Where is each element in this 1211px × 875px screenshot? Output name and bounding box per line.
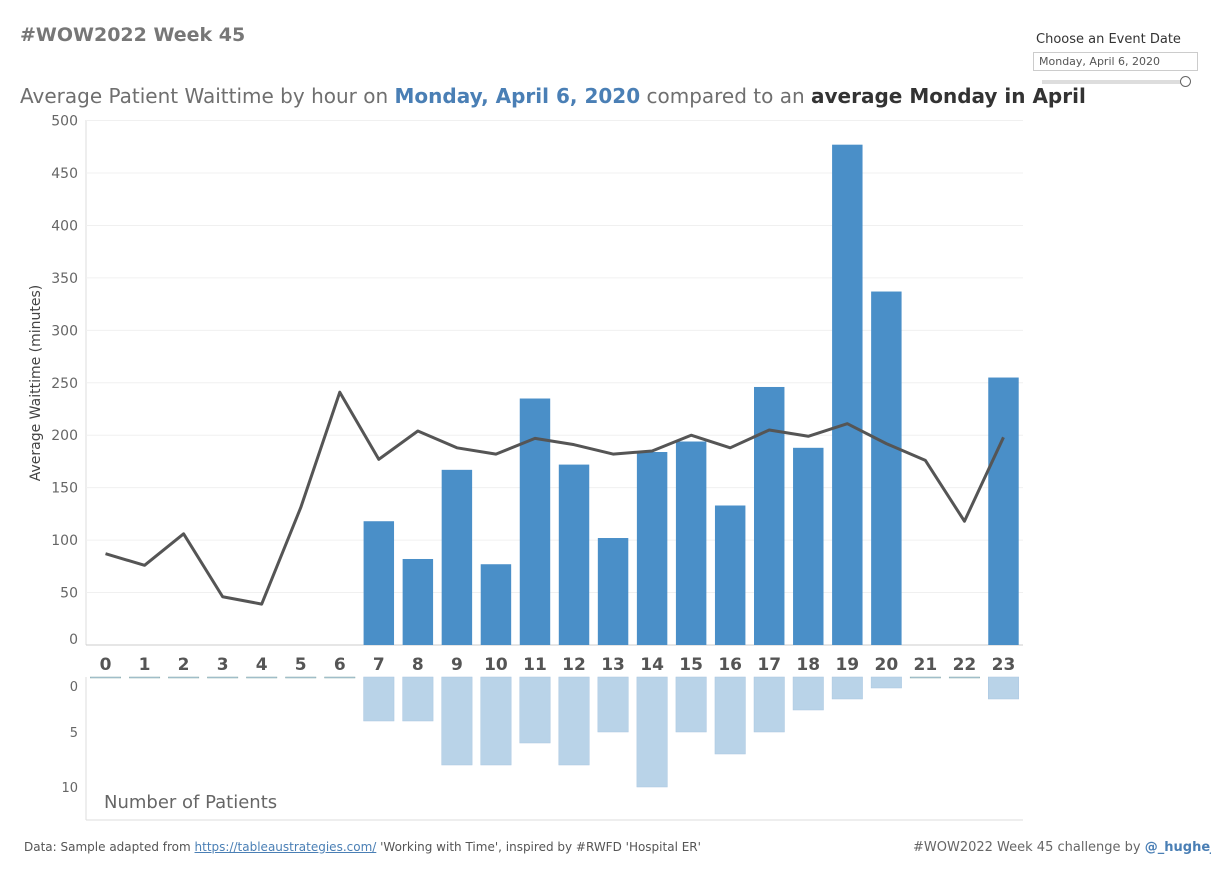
hour-label: 8 (412, 655, 424, 675)
patients-bar (870, 676, 902, 689)
patients-bar (324, 676, 356, 679)
waittime-bar (480, 564, 512, 645)
hour-label: 18 (796, 655, 820, 675)
waittime-bar (519, 398, 551, 645)
waittime-bar (754, 386, 785, 645)
y-tick-label: 100 (51, 533, 78, 549)
hour-label: 7 (373, 655, 385, 675)
patients-bar (363, 676, 395, 722)
waittime-bar (558, 464, 590, 645)
subtitle-middle: compared to an (640, 84, 812, 108)
hour-label: 11 (523, 655, 547, 675)
patients-bar (909, 676, 941, 679)
hour-label: 23 (992, 655, 1016, 675)
footer-source-text: Data: Sample adapted from (24, 840, 195, 854)
waittime-bar (871, 291, 902, 645)
patients-title: Number of Patients (104, 792, 277, 813)
hour-label: 22 (953, 655, 977, 675)
subtitle-date: Monday, April 6, 2020 (394, 84, 641, 108)
patients-bar (753, 676, 785, 733)
average-line (105, 390, 1005, 606)
hour-label: 12 (562, 655, 586, 675)
waittime-bar (402, 558, 434, 645)
patients-bar (207, 676, 239, 679)
patients-bar (636, 676, 668, 788)
author-link[interactable]: @_hughej (1144, 840, 1211, 855)
hour-label: 20 (875, 655, 899, 675)
patients-bar (792, 676, 824, 711)
hour-label: 1 (139, 655, 151, 675)
hour-label: 13 (601, 655, 625, 675)
source-link[interactable]: https://tableaustrategies.com/ (194, 840, 377, 854)
patients-bar (441, 676, 473, 766)
hour-label: 19 (835, 655, 859, 675)
hour-label: 3 (217, 655, 229, 675)
y-tick-label: 500 (51, 114, 78, 130)
waittime-bar (363, 521, 395, 645)
hour-label: 15 (679, 655, 703, 675)
chart-subtitle: Average Patient Waittime by hour on Mond… (20, 84, 1086, 108)
y-tick-label: 250 (51, 376, 78, 392)
waittime-bar (988, 377, 1019, 645)
y-tick-label: 400 (51, 218, 78, 234)
footer-credit-text: #WOW2022 Week 45 challenge by (913, 840, 1145, 855)
patients-bar (558, 676, 590, 766)
patients-tick-label: 10 (61, 781, 78, 796)
waittime-bar (675, 441, 707, 645)
patients-bar (246, 676, 278, 679)
hour-label: 2 (178, 655, 190, 675)
patients-tick-label: 5 (70, 726, 78, 741)
event-date-slider[interactable] (1042, 80, 1182, 84)
subtitle-prefix: Average Patient Waittime by hour on (20, 84, 395, 108)
hour-label: 17 (757, 655, 781, 675)
hour-label: 10 (484, 655, 508, 675)
hour-label: 5 (295, 655, 307, 675)
hour-label: 14 (640, 655, 664, 675)
patients-bar (519, 676, 551, 744)
waittime-bar (714, 505, 746, 645)
footer-source: Data: Sample adapted from https://tablea… (24, 840, 701, 854)
patients-bar (129, 676, 161, 679)
footer-source-suffix: 'Working with Time', inspired by #RWFD '… (376, 840, 701, 854)
waittime-bar (832, 144, 863, 645)
y-axis-title: Average Waittime (minutes) (28, 285, 44, 482)
y-tick-label: 450 (51, 166, 78, 182)
patients-bar (675, 676, 707, 733)
hour-label: 21 (914, 655, 938, 675)
waittime-bar (441, 469, 473, 645)
patients-bar (168, 676, 200, 679)
event-date-input[interactable]: Monday, April 6, 2020 (1033, 52, 1198, 71)
patients-bar (90, 676, 121, 679)
subtitle-average: average Monday in April (811, 84, 1086, 108)
dashboard-title: #WOW2022 Week 45 (20, 24, 246, 46)
patients-bar (988, 676, 1019, 700)
patients-bar (597, 676, 629, 733)
patients-bar (948, 676, 980, 679)
hour-label: 6 (334, 655, 346, 675)
filter-label: Choose an Event Date (1036, 32, 1181, 47)
patients-bar (714, 676, 746, 755)
y-tick-label: 150 (51, 481, 78, 497)
patients-bar (480, 676, 512, 766)
patients-bar (285, 676, 317, 679)
hour-label: 9 (451, 655, 463, 675)
hour-label: 4 (256, 655, 268, 675)
patients-bar (831, 676, 863, 700)
patients-tick-label: 0 (70, 680, 78, 695)
y-tick-label: 0 (69, 632, 78, 648)
y-tick-label: 350 (51, 271, 78, 287)
y-tick-label: 300 (51, 323, 78, 339)
footer-credit: #WOW2022 Week 45 challenge by @_hughej (913, 840, 1211, 855)
y-tick-label: 50 (60, 586, 78, 602)
y-tick-label: 200 (51, 428, 78, 444)
waittime-bar (636, 452, 668, 645)
hour-label: 0 (100, 655, 112, 675)
waittime-bar (793, 447, 824, 645)
slider-handle[interactable] (1180, 76, 1191, 87)
waittime-bar (597, 538, 629, 645)
hour-label: 16 (718, 655, 742, 675)
patients-bar (402, 676, 434, 722)
